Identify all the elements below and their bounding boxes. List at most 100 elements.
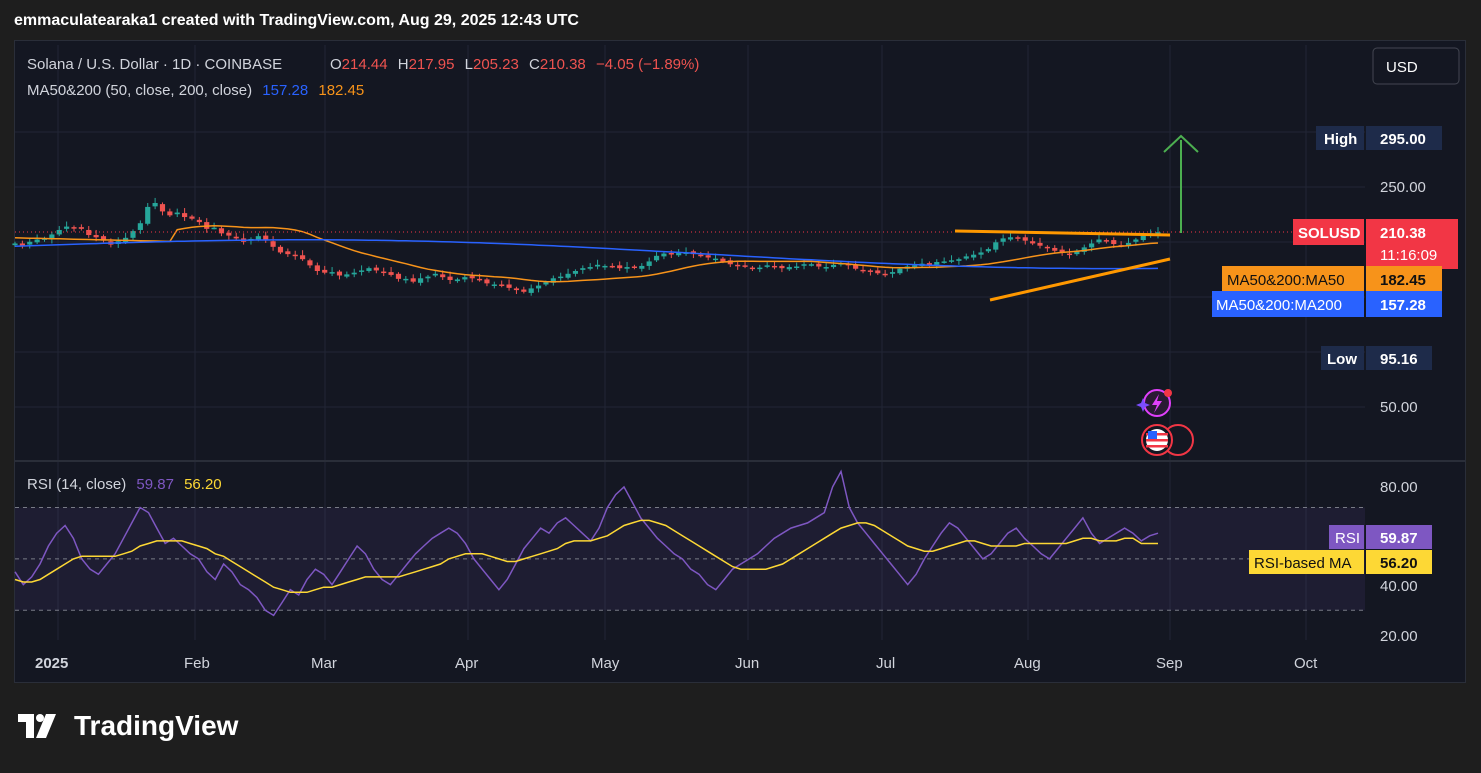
resistance-trendline (954, 229, 1171, 237)
candle-body (432, 273, 438, 276)
rsi-tag-label: RSI (1335, 530, 1360, 547)
candle-body (771, 265, 778, 268)
candle-body (926, 263, 932, 265)
candle-body (963, 256, 969, 259)
candle-body (565, 273, 571, 278)
low-tag: Low 95.16 (1321, 346, 1432, 370)
candle-body (100, 236, 107, 241)
price-axis-tick: 50.00 (1380, 399, 1418, 416)
candle-body (1044, 246, 1050, 249)
candle-body (609, 265, 615, 268)
candle-body (182, 213, 188, 218)
candle-body (476, 278, 483, 281)
lightning-event-icon[interactable] (1136, 389, 1172, 417)
ma50-legend-value: 157.28 (262, 82, 308, 99)
candle-body (639, 265, 645, 269)
candle-body (528, 288, 534, 293)
candle-body (506, 284, 512, 288)
us-flag-event-icon[interactable] (1141, 424, 1194, 456)
candle-body (676, 253, 682, 256)
candle-body (1089, 243, 1095, 248)
candle-body (307, 260, 313, 266)
candle-body (948, 260, 955, 262)
currency-button-label: USD (1386, 59, 1418, 76)
candle-body (934, 261, 940, 265)
currency-button[interactable]: USD (1372, 47, 1460, 85)
candle-body (786, 267, 792, 270)
candle-body (543, 282, 549, 285)
candle-body (912, 265, 918, 267)
high-value: 217.95 (409, 56, 455, 73)
candle-body (993, 242, 999, 250)
rsi-line (14, 469, 1159, 617)
bar-countdown: 11:16:09 (1380, 247, 1437, 264)
low-label: L (465, 56, 473, 73)
open-label: O (330, 56, 342, 73)
candle-body (395, 273, 402, 279)
candle-body (712, 258, 719, 261)
candle-body (263, 235, 269, 241)
candle-body (956, 259, 962, 261)
candle-body (1066, 253, 1073, 256)
candle-body (521, 289, 527, 292)
candle-body (978, 252, 984, 255)
ma-legend-label: MA50&200 (50, close, 200, close) (27, 82, 252, 99)
candle-body (381, 271, 387, 274)
time-axis-tick: Apr (455, 655, 478, 672)
candle-body (388, 272, 394, 275)
candle-body (440, 274, 446, 278)
candle-body (580, 268, 586, 270)
time-axis-tick: Aug (1014, 655, 1041, 672)
candle-body (292, 254, 298, 257)
candle-body (12, 243, 18, 246)
candle-body (469, 276, 475, 279)
ma200-tag-value: 157.28 (1380, 297, 1426, 314)
candle-body (64, 226, 70, 229)
candle-body (403, 278, 409, 281)
candle-body (491, 284, 497, 286)
candle-body (698, 254, 704, 257)
candle-body (801, 264, 807, 266)
close-label: C (529, 56, 540, 73)
candle-body (808, 264, 814, 266)
candle-body (300, 255, 306, 260)
candle-body (1103, 240, 1109, 242)
candle-body (49, 234, 55, 240)
candle-body (653, 255, 660, 261)
candle-body (285, 251, 291, 255)
candle-body (941, 261, 947, 263)
candle-body (720, 258, 726, 262)
candle-body (1081, 247, 1087, 252)
candle-body (499, 284, 505, 286)
symbol-title: Solana / U.S. Dollar · 1D · COINBASE (27, 56, 282, 73)
candle-body (270, 241, 276, 247)
candle-body (882, 273, 888, 276)
rsi-axis-tick: 20.00 (1380, 628, 1418, 645)
candle-body (1000, 238, 1006, 242)
ma50-tag: MA50&200:MA50 182.45 (1222, 266, 1442, 292)
candle-body (359, 270, 365, 272)
candle-body (366, 268, 372, 271)
ma200-tag: MA50&200:MA200 157.28 (1212, 291, 1442, 317)
tradingview-logo[interactable]: TradingView (18, 710, 238, 742)
candle-body (189, 216, 195, 219)
high-tag-value: 295.00 (1380, 131, 1426, 148)
candle-body (624, 267, 630, 269)
candle-body (535, 285, 542, 289)
candle-body (587, 267, 593, 269)
rsi-tag: RSI 59.87 (1329, 525, 1432, 549)
ma200-tag-label: MA50&200:MA200 (1216, 297, 1342, 314)
time-axis-tick: Feb (184, 655, 210, 672)
candle-body (19, 243, 25, 246)
rsi-legend-value: 59.87 (136, 476, 174, 493)
ma50-tag-label: MA50&200:MA50 (1227, 272, 1345, 289)
candle-body (742, 265, 748, 267)
candle-body (145, 206, 151, 224)
candle-body (34, 239, 40, 243)
last-price-tag: SOLUSD 210.38 11:16:09 (1293, 219, 1458, 269)
candle-body (594, 264, 601, 267)
candle-body (425, 276, 431, 279)
ohlc-values: O214.44 H217.95 L205.23 C210.38 −4.05 (−… (330, 56, 699, 73)
price-axis-tick: 250.00 (1380, 179, 1426, 196)
